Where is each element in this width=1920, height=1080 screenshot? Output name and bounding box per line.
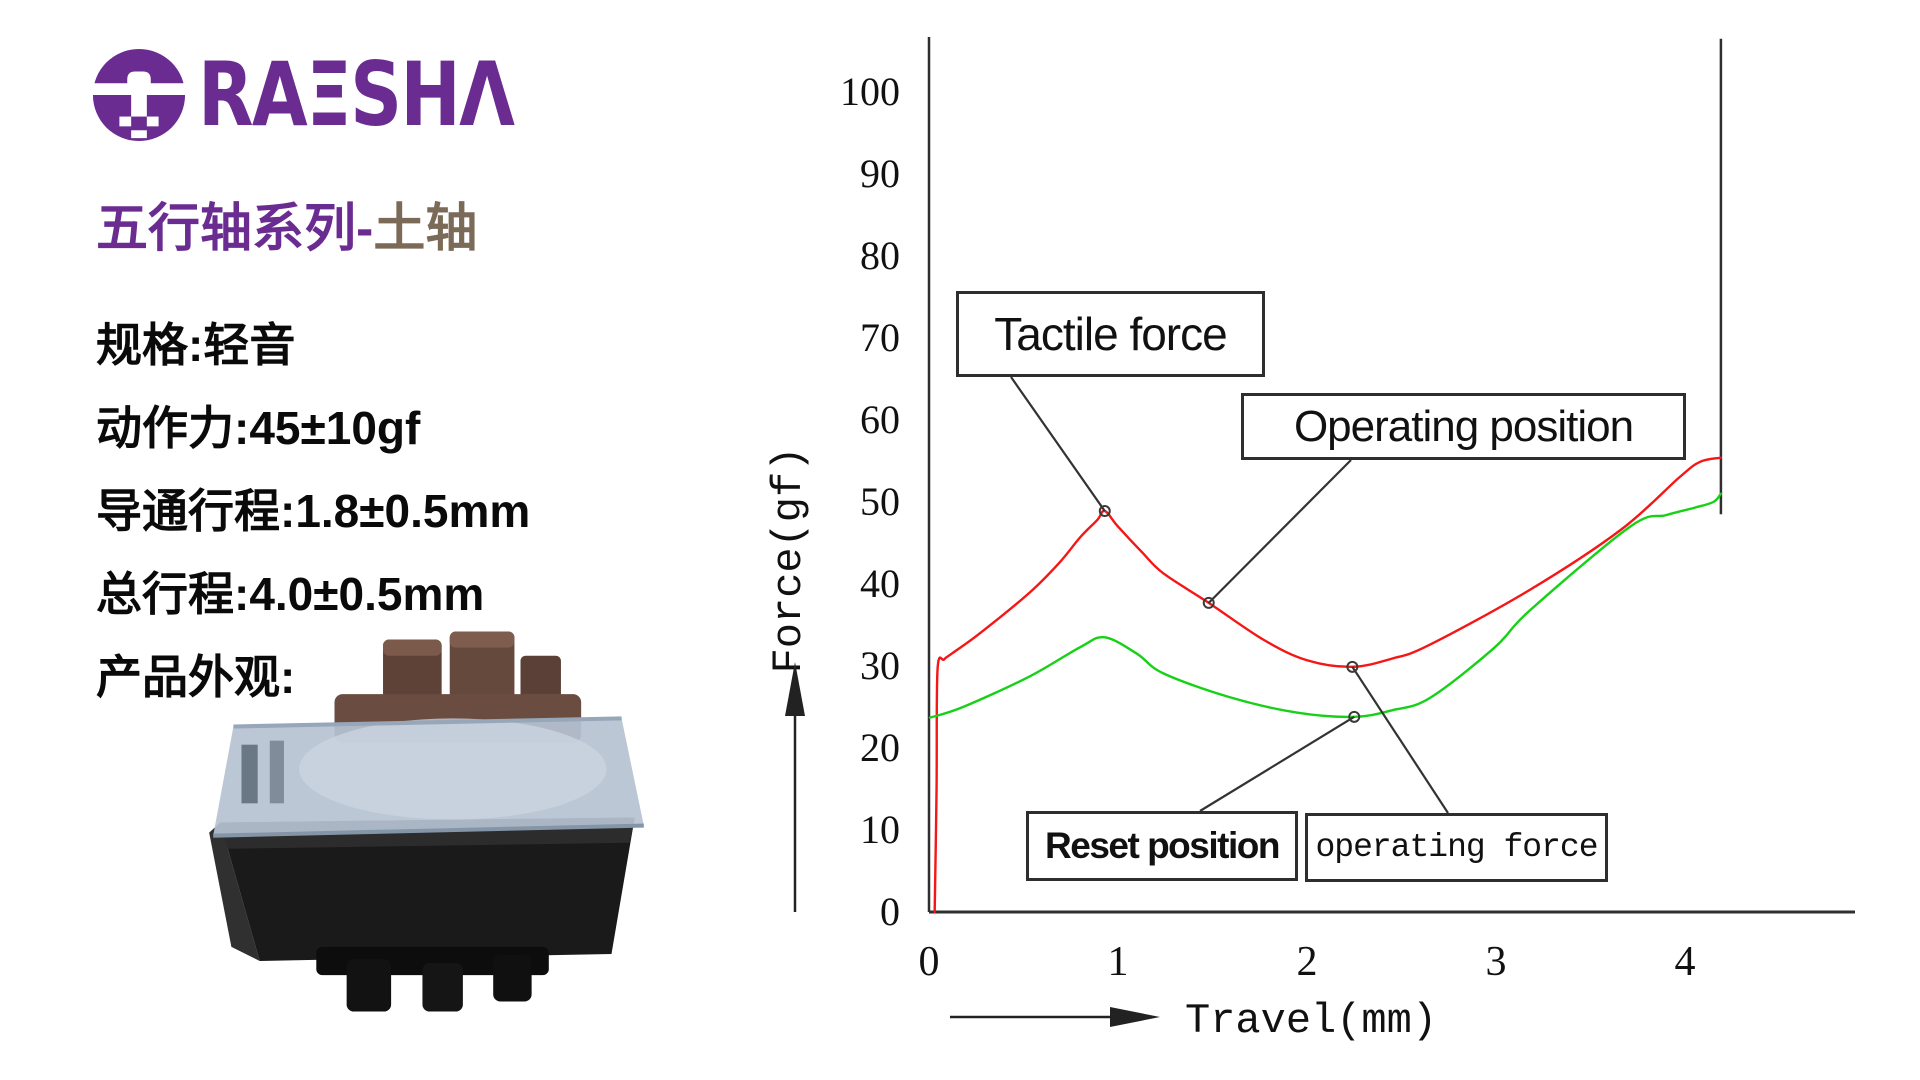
spec-line-actuation: 动作力:45±10gf xyxy=(96,401,421,454)
annotation-tactile-force: Tactile force xyxy=(956,291,1265,377)
x-tick-label: 3 xyxy=(1486,939,1507,985)
switch-product-image xyxy=(209,631,644,1012)
series-title-variant: 土轴 xyxy=(373,200,478,258)
annotation-reset-position-label: Reset position xyxy=(1045,825,1280,866)
marker-reset-position xyxy=(1348,710,1361,723)
annotation-operating-position: Operating position xyxy=(1241,393,1686,460)
spec-list: 规格:轻音 动作力:45±10gf 导通行程:1.8±0.5mm 总行程:4.0… xyxy=(96,300,530,715)
force-arrow-head-icon xyxy=(785,662,805,716)
annotation-operating-position-label: Operating position xyxy=(1293,401,1634,451)
switch-top-housing xyxy=(213,716,644,838)
marker-tactile-force xyxy=(1098,505,1111,518)
brand-wordmark: RAΞSHΛ xyxy=(198,43,515,146)
y-tick-label: 20 xyxy=(860,725,900,770)
y-tick-label: 70 xyxy=(860,315,900,360)
travel-arrow-head-icon xyxy=(1110,1007,1160,1027)
x-tick-label: 2 xyxy=(1297,939,1318,985)
leader-line-operating-force xyxy=(1351,666,1449,814)
y-tick-label: 100 xyxy=(840,69,900,114)
x-tick-label: 4 xyxy=(1675,939,1696,985)
annotation-reset-position: Reset position xyxy=(1026,811,1298,881)
leader-line-tactile-force xyxy=(1010,376,1106,512)
switch-bottom-housing xyxy=(209,817,635,1012)
series-title: 五行轴系列-土轴 xyxy=(96,186,477,261)
y-tick-label: 40 xyxy=(860,561,900,606)
series-title-name: 五行轴系列- xyxy=(96,200,374,258)
leader-line-reset-position xyxy=(1199,715,1355,812)
spec-line-sound: 规格:轻音 xyxy=(96,318,296,371)
x-tick-label: 1 xyxy=(1108,939,1129,985)
y-tick-label: 30 xyxy=(860,643,900,688)
spec-line-pretravel: 导通行程:1.8±0.5mm xyxy=(96,484,531,537)
brand-logo: RAΞSHΛ xyxy=(90,46,583,144)
x-axis-title: Travel(mm) xyxy=(1185,997,1437,1045)
mushroom-logo-icon xyxy=(92,48,186,142)
release-force-curve xyxy=(928,492,1723,719)
spec-line-total-travel: 总行程:4.0±0.5mm xyxy=(96,567,485,620)
y-axis-title: Force(gf) xyxy=(765,447,813,674)
x-tick-label: 0 xyxy=(919,939,940,985)
y-tick-label: 50 xyxy=(860,479,900,524)
marker-operating-position xyxy=(1202,596,1215,609)
annotation-tactile-force-label: Tactile force xyxy=(994,308,1227,360)
y-tick-label: 60 xyxy=(860,397,900,442)
y-tick-label: 90 xyxy=(860,151,900,196)
y-tick-label: 10 xyxy=(860,807,900,852)
annotation-operating-force-label: operating force xyxy=(1315,829,1598,866)
y-tick-label: 80 xyxy=(860,233,900,278)
marker-operating-force xyxy=(1346,660,1359,673)
leader-line-operating-position xyxy=(1207,459,1352,604)
y-tick-label: 0 xyxy=(880,889,900,934)
press-force-curve xyxy=(933,456,1723,914)
spec-line-appearance: 产品外观: xyxy=(96,650,296,703)
annotation-operating-force: operating force xyxy=(1305,813,1608,882)
